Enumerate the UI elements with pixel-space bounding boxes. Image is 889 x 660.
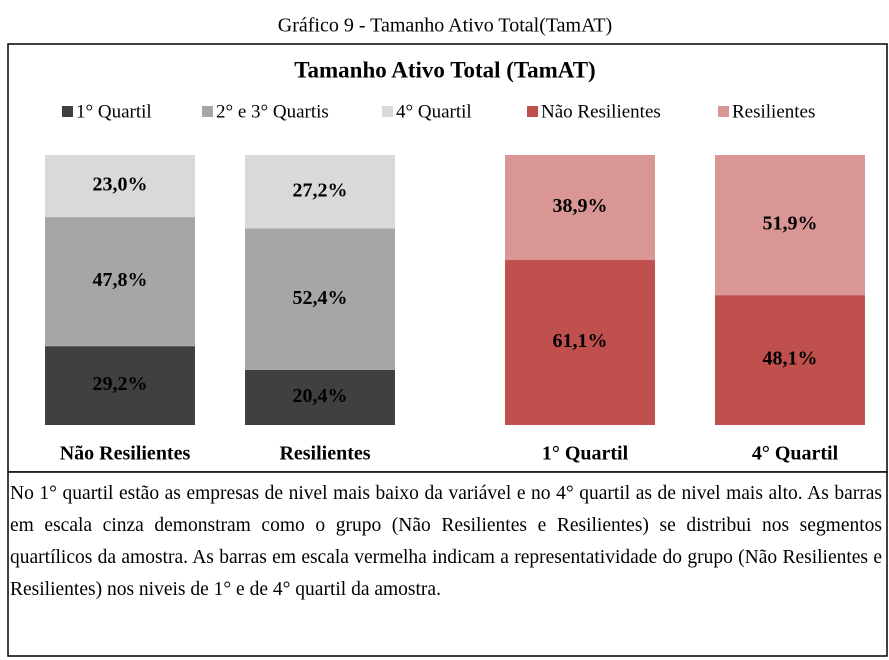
x-tick-label: Não Resilientes xyxy=(60,443,191,465)
legend-label: 4° Quartil xyxy=(396,101,472,122)
legend-swatch xyxy=(202,106,213,117)
bar-segment xyxy=(715,295,865,425)
data-label: 51,9% xyxy=(763,213,818,235)
legend-label: 2° e 3° Quartis xyxy=(216,101,329,122)
chart-title: Tamanho Ativo Total (TamAT) xyxy=(294,57,595,82)
bar-segment xyxy=(715,155,865,296)
legend-swatch xyxy=(527,106,538,117)
data-label: 52,4% xyxy=(293,287,348,309)
legend-swatch xyxy=(382,106,393,117)
bar-segment xyxy=(45,346,195,425)
legend-swatch xyxy=(718,106,729,117)
legend-label: Não Resilientes xyxy=(541,101,661,122)
bar-segment xyxy=(45,155,195,218)
legend-swatch xyxy=(62,106,73,117)
data-label: 48,1% xyxy=(763,348,818,370)
bar-segment xyxy=(45,217,195,347)
data-label: 27,2% xyxy=(293,179,348,201)
bar-segment xyxy=(245,369,395,425)
data-label: 47,8% xyxy=(93,269,148,291)
note: No 1° quartil estão as empresas de nivel… xyxy=(10,483,882,600)
bar-segment xyxy=(245,155,395,229)
bar-segment xyxy=(505,260,655,425)
caption: Gráfico 9 - Tamanho Ativo Total(TamAT) xyxy=(278,15,612,37)
data-label: 23,0% xyxy=(93,174,148,196)
x-tick-label: Resilientes xyxy=(279,443,370,465)
data-label: 38,9% xyxy=(553,195,608,217)
note-frame xyxy=(7,471,888,657)
data-label: 20,4% xyxy=(293,385,348,407)
legend-label: Resilientes xyxy=(732,101,815,122)
bar-segment xyxy=(505,155,655,261)
x-tick-label: 4° Quartil xyxy=(752,443,839,465)
data-label: 61,1% xyxy=(553,330,608,352)
legend-label: 1° Quartil xyxy=(76,101,152,122)
x-tick-label: 1° Quartil xyxy=(542,443,629,465)
data-label: 29,2% xyxy=(93,373,148,395)
bar-segment xyxy=(245,228,395,370)
